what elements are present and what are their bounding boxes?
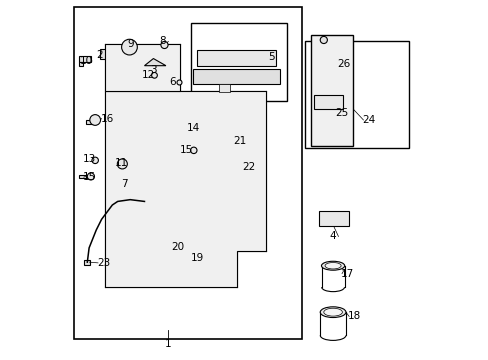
Text: 22: 22	[242, 162, 255, 172]
Bar	[79, 56, 91, 62]
Bar	[190, 23, 287, 102]
Circle shape	[92, 157, 98, 163]
Bar	[192, 68, 280, 84]
Bar	[85, 120, 93, 123]
Bar	[197, 50, 275, 66]
Text: 21: 21	[233, 136, 246, 147]
Text: 5: 5	[267, 52, 274, 62]
Text: 14: 14	[187, 123, 200, 133]
Bar	[178, 256, 189, 262]
Polygon shape	[144, 59, 165, 66]
Text: 8: 8	[160, 36, 166, 46]
Text: 6: 6	[169, 77, 175, 87]
Text: 19: 19	[190, 253, 203, 263]
Bar	[84, 260, 90, 265]
Circle shape	[190, 147, 197, 154]
Bar	[193, 127, 201, 132]
Circle shape	[177, 80, 182, 85]
Ellipse shape	[320, 307, 345, 318]
Text: 7: 7	[122, 179, 128, 189]
Text: 15: 15	[180, 145, 193, 155]
Text: 17: 17	[340, 269, 353, 279]
Bar	[313, 95, 342, 109]
Bar	[183, 235, 190, 257]
Bar	[305, 41, 408, 148]
Ellipse shape	[325, 262, 341, 269]
Text: 13: 13	[82, 154, 96, 164]
Circle shape	[117, 159, 127, 169]
Text: 3: 3	[150, 65, 156, 75]
Text: 1: 1	[164, 339, 171, 348]
Bar	[236, 157, 250, 184]
Text: 16: 16	[100, 113, 113, 123]
Bar	[118, 94, 175, 152]
Bar	[79, 62, 83, 66]
Text: 18: 18	[347, 311, 361, 321]
Circle shape	[320, 36, 326, 44]
Polygon shape	[105, 91, 265, 287]
Bar	[80, 175, 88, 178]
Text: 26: 26	[337, 59, 350, 69]
Text: 25: 25	[334, 108, 347, 118]
Text: 12: 12	[141, 69, 154, 80]
Bar	[100, 49, 110, 59]
Bar	[196, 176, 216, 223]
Text: 4: 4	[329, 231, 336, 242]
Circle shape	[151, 72, 157, 78]
Circle shape	[87, 173, 94, 180]
Bar	[233, 153, 254, 187]
Bar	[310, 35, 352, 146]
Circle shape	[161, 41, 168, 49]
Text: 24: 24	[362, 115, 375, 125]
Text: 2: 2	[96, 50, 103, 60]
Text: 9: 9	[127, 39, 134, 49]
Text: 20: 20	[170, 242, 183, 252]
Polygon shape	[105, 44, 180, 91]
Bar	[219, 84, 230, 93]
Bar	[318, 211, 348, 226]
Text: 23: 23	[97, 258, 110, 268]
Text: 15: 15	[82, 172, 96, 182]
Circle shape	[122, 39, 137, 55]
Bar	[233, 119, 258, 152]
Ellipse shape	[323, 308, 342, 316]
Text: 11: 11	[114, 158, 128, 168]
Bar	[162, 44, 167, 48]
Circle shape	[90, 114, 101, 125]
Bar	[74, 7, 301, 339]
Ellipse shape	[321, 261, 344, 270]
Text: 10: 10	[80, 56, 93, 66]
